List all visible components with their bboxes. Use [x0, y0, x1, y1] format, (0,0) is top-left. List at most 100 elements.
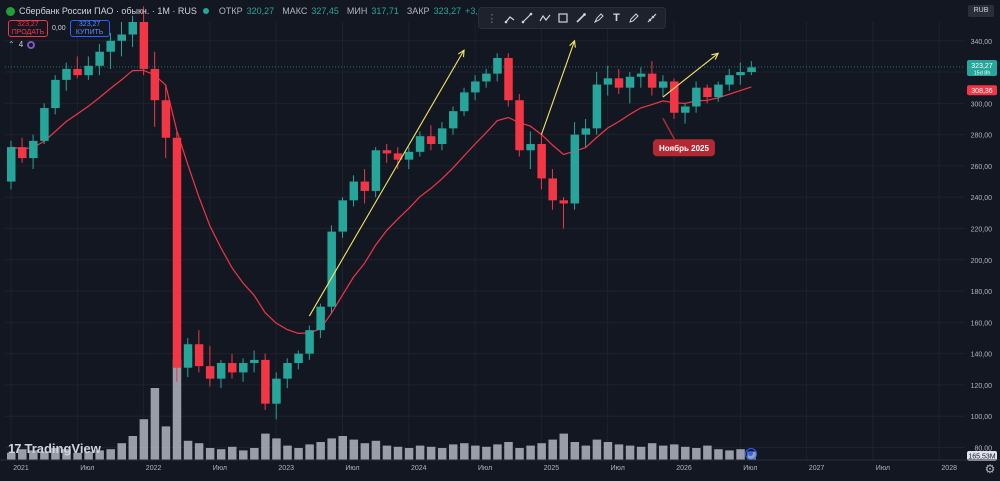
candle [658, 81, 668, 88]
trend-arrow-head [569, 39, 576, 48]
y-tick-label: 340,00 [971, 39, 993, 46]
volume-bar [205, 448, 215, 460]
y-tick-label: 300,00 [971, 101, 993, 108]
candle [228, 363, 237, 373]
volume-bar [548, 439, 557, 460]
drag-handle-icon[interactable]: ⋮ [486, 12, 498, 25]
x-tick-label: Июл [743, 465, 757, 472]
volume-bar [161, 426, 171, 460]
path-tool-icon[interactable] [538, 11, 552, 25]
x-tick-label: Июл [345, 465, 359, 472]
volume-bar [294, 448, 303, 460]
candle [625, 76, 635, 88]
volume-bar [250, 448, 259, 460]
brush-tool-icon[interactable] [574, 11, 588, 25]
candle [703, 87, 712, 98]
ray-tool-icon[interactable] [503, 11, 517, 25]
trend-arrow[interactable] [540, 40, 576, 135]
volume-bar [471, 445, 480, 460]
volume-bar [316, 442, 325, 460]
volume-bar [84, 451, 93, 460]
volume-bar [504, 442, 513, 460]
tradingview-logo[interactable]: 17 TradingView [8, 441, 101, 456]
candle [194, 344, 204, 367]
volume-bar [338, 436, 347, 460]
ma-value-badge [967, 85, 997, 96]
volume-bar [415, 445, 425, 460]
volume-bar [371, 440, 381, 460]
trend-arrow[interactable] [308, 49, 465, 317]
volume-value-badge [967, 451, 997, 461]
candle [548, 178, 557, 201]
candle [437, 128, 447, 145]
volume-bar [272, 438, 281, 460]
trend-arrow[interactable] [662, 52, 719, 98]
volume-bar [482, 446, 491, 460]
low-label: МИН [346, 6, 368, 16]
candle [570, 134, 580, 204]
volume-bar [449, 444, 458, 460]
rectangle-tool-icon[interactable] [556, 11, 570, 25]
trend-arrow-head [711, 52, 720, 60]
candle [40, 108, 49, 141]
candle [493, 57, 502, 74]
trend-line-icon[interactable] [520, 11, 534, 25]
x-tick-label: Июл [478, 465, 492, 472]
measure-tool-icon[interactable] [645, 11, 659, 25]
annotation-pointer [662, 117, 676, 141]
volume-bar [736, 449, 745, 460]
symbol-title[interactable]: Сбербанк России ПАО · обыкн. · 1М · RUS [19, 6, 197, 16]
indicators-toggle[interactable]: ⌃ 4 [8, 40, 36, 49]
candle [349, 181, 359, 201]
candle [736, 72, 745, 76]
x-tick-label: Июл [611, 465, 625, 472]
candle [139, 22, 149, 69]
x-tick-label: Июл [876, 465, 890, 472]
open-label: ОТКР [218, 6, 243, 16]
candle [205, 366, 215, 379]
candle [283, 363, 292, 379]
y-tick-label: 100,00 [971, 414, 993, 421]
candle [515, 100, 524, 151]
volume-bar [681, 446, 690, 460]
candle [18, 147, 27, 159]
x-tick-label: 2025 [544, 465, 560, 472]
spread-value: 0,00 [52, 25, 66, 32]
x-tick-label: 2021 [13, 465, 29, 472]
y-tick-label: 80,00 [974, 445, 992, 452]
candle [261, 359, 270, 404]
pencil-tool-icon[interactable] [627, 11, 641, 25]
y-tick-label: 240,00 [971, 195, 993, 202]
volume-bar [670, 444, 679, 460]
candle [106, 40, 115, 52]
candle [692, 87, 701, 107]
y-tick-label: 260,00 [971, 164, 993, 171]
candle [526, 144, 535, 151]
y-tick-label: 120,00 [971, 383, 993, 390]
candle [272, 378, 281, 404]
sell-button[interactable]: 323,27 ПРОДАТЬ [8, 20, 48, 37]
low-value: 317,71 [371, 6, 399, 16]
candle [537, 144, 546, 179]
x-tick-label: 2028 [941, 465, 957, 472]
text-tool-icon[interactable]: T [613, 12, 620, 24]
sell-price: 323,27 [17, 21, 39, 28]
volume-bar [603, 442, 613, 460]
candle-countdown: 15d 8h [974, 70, 991, 76]
volume-bar [128, 436, 138, 460]
candle [360, 181, 370, 191]
volume-bar [581, 445, 591, 460]
sber-logo-icon [6, 6, 15, 16]
annotation-box[interactable] [652, 139, 715, 157]
gear-icon[interactable]: ⚙ [984, 462, 996, 476]
buy-button[interactable]: 323,27 КУПИТЬ [69, 20, 110, 37]
candle [338, 200, 347, 232]
highlighter-tool-icon[interactable] [592, 11, 606, 25]
go-to-realtime-icon[interactable] [745, 448, 757, 460]
candle [725, 75, 734, 85]
currency-selector[interactable]: RUB [968, 5, 994, 17]
x-tick-label: 2023 [278, 465, 294, 472]
x-tick-label: Июл [213, 465, 227, 472]
